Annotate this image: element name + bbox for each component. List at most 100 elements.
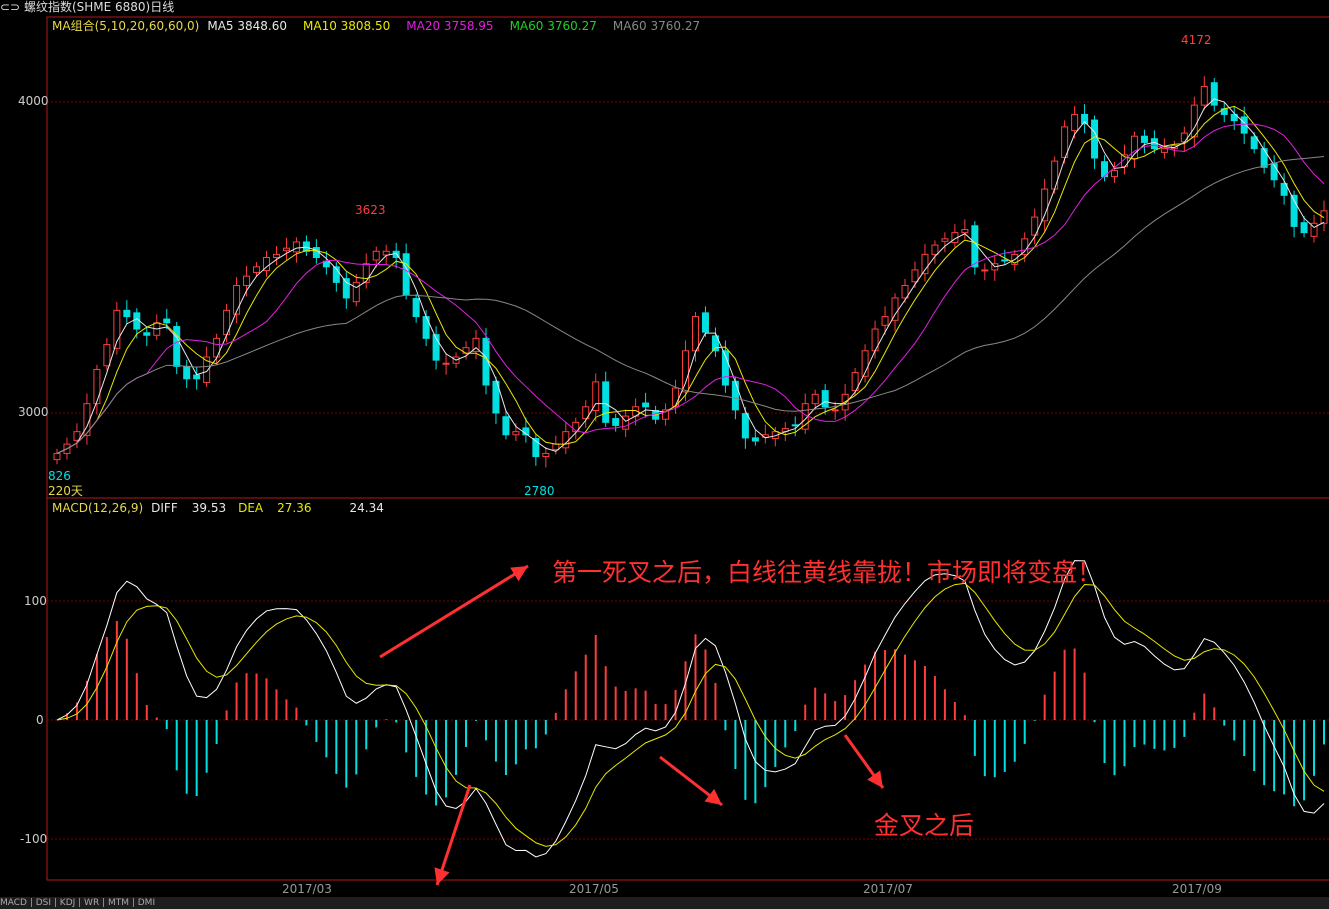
candle-body	[143, 332, 151, 336]
candle-body	[243, 275, 251, 286]
annotation-arrow	[379, 564, 529, 659]
candle-body	[1200, 85, 1208, 106]
candle-body	[203, 356, 211, 384]
tab-dmi[interactable]: DMI	[137, 898, 156, 908]
candle-body	[911, 269, 919, 283]
indicator-tabs: MACD | DSI | KDJ | WR | MTM | DMI	[0, 897, 1329, 909]
candle-body	[622, 415, 630, 430]
tab-mtm[interactable]: MTM |	[107, 898, 138, 908]
candle-body	[612, 418, 620, 426]
price-tick-3000: 3000	[18, 405, 49, 419]
annotation-arrow	[435, 784, 472, 886]
days-label: 220天	[48, 484, 83, 498]
candle-body	[721, 350, 729, 386]
legend-item: MA20 3758.95	[406, 19, 494, 33]
legend-item: MA60 3760.27	[612, 19, 701, 33]
legend-item: MA10 3808.50	[303, 19, 391, 33]
candle-body	[432, 334, 440, 361]
candle-body	[372, 250, 380, 261]
x-tick: 2017/05	[569, 882, 619, 896]
candle-body	[1021, 238, 1029, 255]
candle-body	[1190, 104, 1198, 138]
x-tick: 2017/07	[863, 882, 913, 896]
candle-body	[1140, 135, 1148, 143]
candle-body	[1320, 210, 1328, 224]
candle-body	[1280, 182, 1288, 196]
candle-body	[442, 362, 450, 365]
candle-body	[502, 416, 510, 436]
candle-body	[1260, 148, 1268, 168]
arrow-head-icon	[510, 566, 528, 582]
candle-body	[402, 253, 410, 296]
candle-body	[701, 312, 709, 333]
candle-body	[642, 402, 650, 408]
candle-body	[123, 309, 131, 318]
candle-body	[382, 250, 390, 256]
candle-body	[302, 241, 310, 252]
candle-body	[1081, 113, 1089, 125]
candle-body	[103, 344, 111, 367]
candle-body	[93, 368, 101, 405]
candle-body	[751, 437, 759, 442]
ma20-line	[56, 123, 1325, 454]
candle-body	[322, 260, 330, 268]
candle-body	[662, 409, 670, 420]
diff-line	[56, 560, 1325, 858]
candle-body	[691, 316, 699, 352]
candle-body	[1091, 119, 1099, 159]
legend-item: DEA	[238, 501, 264, 515]
candle-body	[342, 278, 350, 299]
legend-item: 24.34	[349, 501, 384, 515]
candle-body	[711, 335, 719, 352]
candle-body	[981, 269, 989, 272]
arrow-head-icon	[704, 788, 722, 805]
candle-body	[233, 284, 241, 315]
candle-body	[512, 431, 520, 436]
legend-item: MA60 3760.27	[509, 19, 597, 33]
tab-wr[interactable]: WR |	[84, 898, 108, 908]
candle-body	[1250, 136, 1258, 150]
candle-body	[731, 380, 739, 411]
tab-kdj[interactable]: KDJ |	[59, 898, 85, 908]
price-tick-4000: 4000	[18, 94, 49, 108]
candle-body	[921, 253, 929, 275]
candle-body	[791, 424, 799, 427]
ma60-line	[56, 156, 1325, 454]
candle-body	[901, 284, 909, 299]
legend-item: DIFF	[151, 501, 178, 515]
candle-body	[183, 365, 191, 380]
ma10-line	[56, 105, 1325, 454]
candle-body	[362, 263, 370, 283]
candle-body	[253, 266, 261, 273]
link-icon[interactable]: ⊂⊃	[0, 0, 21, 14]
x-tick: 2017/03	[282, 882, 332, 896]
macd-tick-0: 0	[36, 713, 44, 727]
candle-body	[292, 241, 300, 253]
legend-item: MA组合(5,10,20,60,60,0)	[52, 19, 200, 33]
panel-border	[46, 16, 1329, 881]
candle-body	[542, 452, 550, 458]
low-label: 2780	[524, 484, 555, 498]
tab-macd[interactable]: MACD |	[0, 898, 36, 908]
candle-body	[552, 443, 560, 451]
candle-body	[272, 253, 280, 258]
candle-body	[891, 297, 899, 321]
tab-dsi[interactable]: DSI |	[35, 898, 60, 908]
candle-body	[831, 409, 839, 412]
macd-tick-minus100: -100	[20, 832, 48, 846]
candle-body	[532, 438, 540, 458]
candle-body	[1290, 194, 1298, 227]
candle-body	[682, 350, 690, 393]
candle-body	[931, 244, 939, 255]
candle-body	[582, 406, 590, 420]
arrow-head-icon	[867, 770, 883, 788]
dea-line	[56, 582, 1325, 847]
candle-body	[1001, 259, 1009, 262]
candle-body	[163, 318, 171, 324]
candle-body	[851, 372, 859, 392]
candle-body	[53, 452, 61, 461]
candle-body	[811, 393, 819, 405]
legend-item: 39.53	[191, 501, 227, 515]
candle-body	[472, 337, 480, 352]
